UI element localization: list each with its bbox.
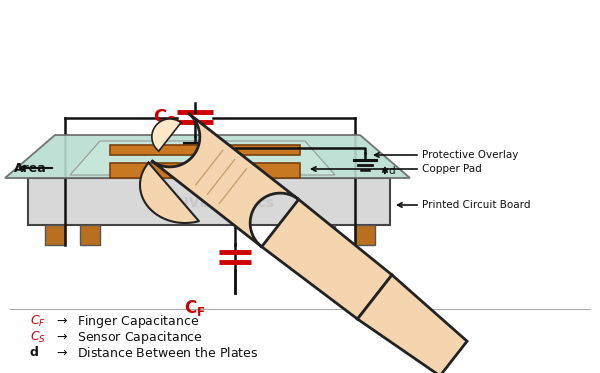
- Polygon shape: [70, 141, 335, 175]
- Bar: [110, 145, 300, 155]
- Polygon shape: [262, 200, 392, 319]
- Polygon shape: [358, 275, 467, 373]
- Text: Printed Circuit Board: Printed Circuit Board: [422, 200, 530, 210]
- Text: $\rightarrow$  Sensor Capacitance: $\rightarrow$ Sensor Capacitance: [54, 329, 203, 345]
- Bar: [28, 178, 390, 225]
- Text: CONVERtronics: CONVERtronics: [155, 196, 274, 210]
- Text: $\rightarrow$  Finger Capacitance: $\rightarrow$ Finger Capacitance: [54, 313, 199, 329]
- Polygon shape: [140, 163, 199, 223]
- Bar: [80, 225, 100, 245]
- Text: $\rightarrow$  Distance Between the Plates: $\rightarrow$ Distance Between the Plate…: [54, 346, 258, 360]
- Bar: [355, 225, 375, 245]
- Text: d: d: [30, 347, 39, 360]
- Text: $C_F$: $C_F$: [30, 313, 46, 329]
- Text: Protective Overlay: Protective Overlay: [422, 150, 518, 160]
- Bar: [315, 225, 335, 245]
- Text: $\mathbf{C_S}$: $\mathbf{C_S}$: [153, 107, 177, 127]
- Polygon shape: [151, 113, 299, 247]
- Text: Area: Area: [14, 162, 47, 175]
- Polygon shape: [5, 135, 410, 178]
- Text: $C_S$: $C_S$: [30, 329, 46, 345]
- Bar: [110, 163, 300, 178]
- Polygon shape: [152, 119, 181, 151]
- Bar: [45, 225, 65, 245]
- Text: $\mathbf{C_F}$: $\mathbf{C_F}$: [184, 298, 206, 318]
- Text: Copper Pad: Copper Pad: [422, 164, 482, 174]
- Text: d: d: [388, 166, 395, 176]
